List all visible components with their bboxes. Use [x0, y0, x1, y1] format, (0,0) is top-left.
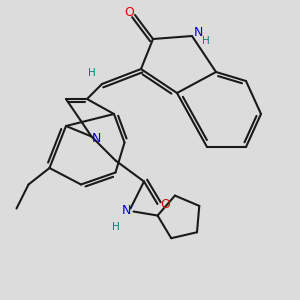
Text: O: O — [124, 5, 134, 19]
Text: O: O — [160, 197, 170, 211]
Text: N: N — [121, 203, 131, 217]
Text: N: N — [193, 26, 203, 40]
Text: H: H — [202, 35, 209, 46]
Text: N: N — [91, 131, 101, 145]
Text: H: H — [112, 221, 119, 232]
Text: H: H — [88, 68, 95, 79]
